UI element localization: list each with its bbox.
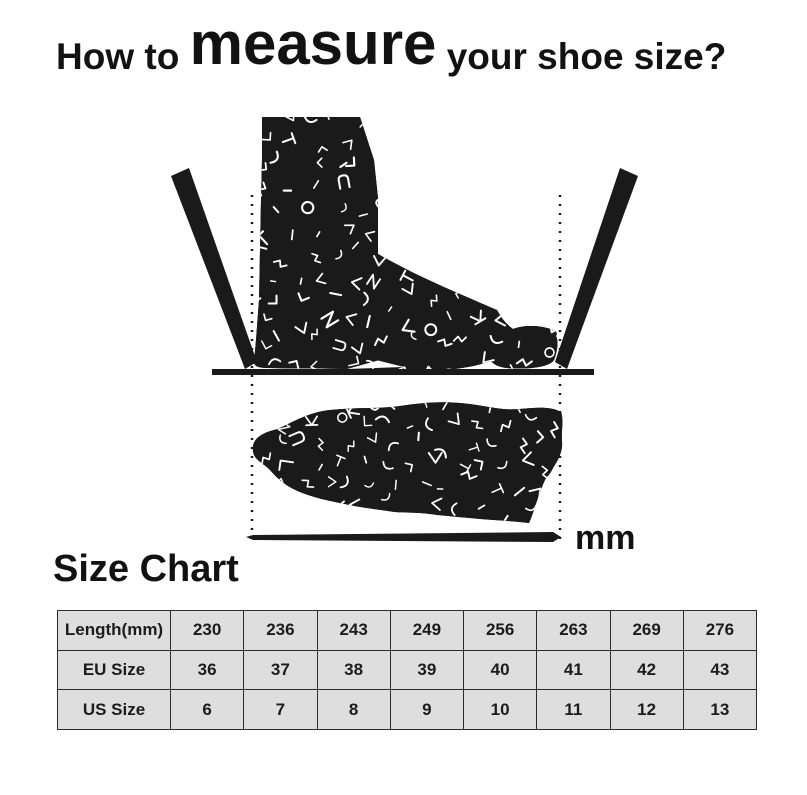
svg-text:mm: mm — [575, 519, 635, 557]
